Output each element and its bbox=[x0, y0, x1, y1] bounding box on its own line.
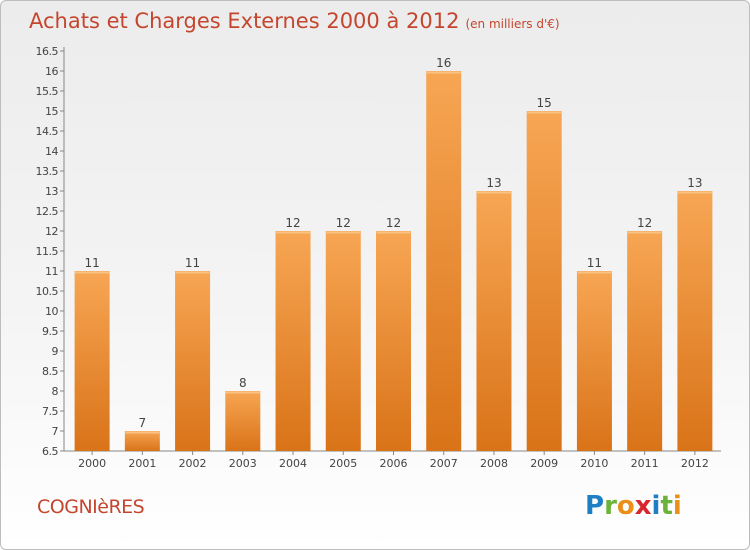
y-tick-label: 12.5 bbox=[36, 205, 59, 218]
bar-value-label: 12 bbox=[336, 216, 351, 230]
bar bbox=[476, 191, 512, 451]
y-tick-label: 6.5 bbox=[42, 445, 58, 458]
bar-value-label: 11 bbox=[587, 256, 602, 270]
bar-value-label: 13 bbox=[486, 176, 501, 190]
y-tick-label: 12 bbox=[45, 225, 58, 238]
bar-highlight bbox=[175, 271, 210, 274]
y-tick-label: 9.5 bbox=[42, 325, 58, 338]
bar-value-label: 11 bbox=[84, 256, 99, 270]
bar-highlight bbox=[677, 191, 712, 194]
x-tick-label: 2008 bbox=[480, 457, 508, 470]
logo-letter: x bbox=[634, 491, 652, 521]
bar-value-label: 8 bbox=[239, 376, 247, 390]
bar-highlight bbox=[577, 271, 612, 274]
x-tick-label: 2006 bbox=[380, 457, 408, 470]
x-tick-label: 2002 bbox=[179, 457, 207, 470]
logo-letter: i bbox=[651, 491, 661, 521]
logo-letter: r bbox=[604, 491, 617, 521]
bar bbox=[376, 231, 411, 451]
bar-value-label: 11 bbox=[185, 256, 200, 270]
bar bbox=[175, 271, 211, 451]
y-tick-label: 13.5 bbox=[36, 165, 59, 178]
bar-value-label: 13 bbox=[687, 176, 702, 190]
bar-value-label: 12 bbox=[285, 216, 300, 230]
y-tick-label: 11 bbox=[45, 265, 58, 278]
y-tick-label: 8.5 bbox=[42, 365, 58, 378]
bar-highlight bbox=[326, 231, 361, 234]
x-tick-label: 2001 bbox=[128, 457, 156, 470]
x-tick-label: 2011 bbox=[631, 457, 659, 470]
y-tick-label: 14.5 bbox=[36, 125, 59, 138]
y-tick-label: 7 bbox=[52, 425, 59, 438]
logo-letter: P bbox=[585, 491, 605, 521]
bar-highlight bbox=[627, 231, 662, 234]
logo-letter: t bbox=[660, 491, 673, 521]
bar-highlight bbox=[125, 431, 160, 434]
bar bbox=[275, 231, 311, 451]
bar-value-label: 16 bbox=[436, 56, 451, 70]
bar-highlight bbox=[426, 71, 461, 74]
y-tick-label: 16.5 bbox=[36, 45, 59, 58]
y-tick-label: 15 bbox=[45, 105, 58, 118]
bar bbox=[677, 191, 713, 451]
chart-title: Achats et Charges Externes 2000 à 2012 bbox=[29, 9, 460, 33]
bar-value-label: 12 bbox=[637, 216, 652, 230]
x-tick-label: 2003 bbox=[229, 457, 257, 470]
y-tick-label: 13 bbox=[45, 185, 58, 198]
y-tick-label: 7.5 bbox=[42, 405, 58, 418]
bar-highlight bbox=[376, 231, 411, 234]
proxiti-logo: Proxiti bbox=[585, 491, 682, 521]
bar bbox=[526, 111, 562, 451]
y-tick-label: 11.5 bbox=[36, 245, 59, 258]
bar-highlight bbox=[75, 271, 110, 274]
bar bbox=[426, 71, 462, 451]
x-tick-label: 2007 bbox=[430, 457, 458, 470]
bar bbox=[225, 391, 261, 451]
x-tick-label: 2000 bbox=[78, 457, 106, 470]
x-tick-label: 2005 bbox=[329, 457, 357, 470]
bar bbox=[124, 431, 160, 451]
bar-value-label: 15 bbox=[537, 96, 552, 110]
x-tick-label: 2004 bbox=[279, 457, 307, 470]
y-tick-label: 8 bbox=[52, 385, 59, 398]
chart-unit: (en milliers d'€) bbox=[465, 17, 560, 31]
bar bbox=[576, 271, 612, 451]
y-tick-label: 16 bbox=[45, 65, 58, 78]
y-tick-label: 10 bbox=[45, 305, 58, 318]
x-tick-label: 2012 bbox=[681, 457, 709, 470]
bar bbox=[74, 271, 110, 451]
bar-highlight bbox=[476, 191, 511, 194]
bar bbox=[325, 231, 361, 451]
x-tick-label: 2009 bbox=[530, 457, 558, 470]
bar-value-label: 12 bbox=[386, 216, 401, 230]
y-tick-label: 15.5 bbox=[36, 85, 59, 98]
logo-letter: i bbox=[672, 491, 682, 521]
y-tick-label: 14 bbox=[45, 145, 58, 158]
bar bbox=[627, 231, 663, 451]
bar-highlight bbox=[527, 111, 562, 114]
bar-value-label: 7 bbox=[139, 416, 147, 430]
chart-title-block: Achats et Charges Externes 2000 à 2012 (e… bbox=[29, 9, 560, 33]
bar-highlight bbox=[225, 391, 260, 394]
commune-name: COGNIèRES bbox=[37, 496, 145, 518]
bar-highlight bbox=[276, 231, 311, 234]
y-tick-label: 9 bbox=[52, 345, 59, 358]
x-tick-label: 2010 bbox=[580, 457, 608, 470]
logo-letter: o bbox=[616, 491, 635, 521]
y-tick-label: 10.5 bbox=[36, 285, 59, 298]
